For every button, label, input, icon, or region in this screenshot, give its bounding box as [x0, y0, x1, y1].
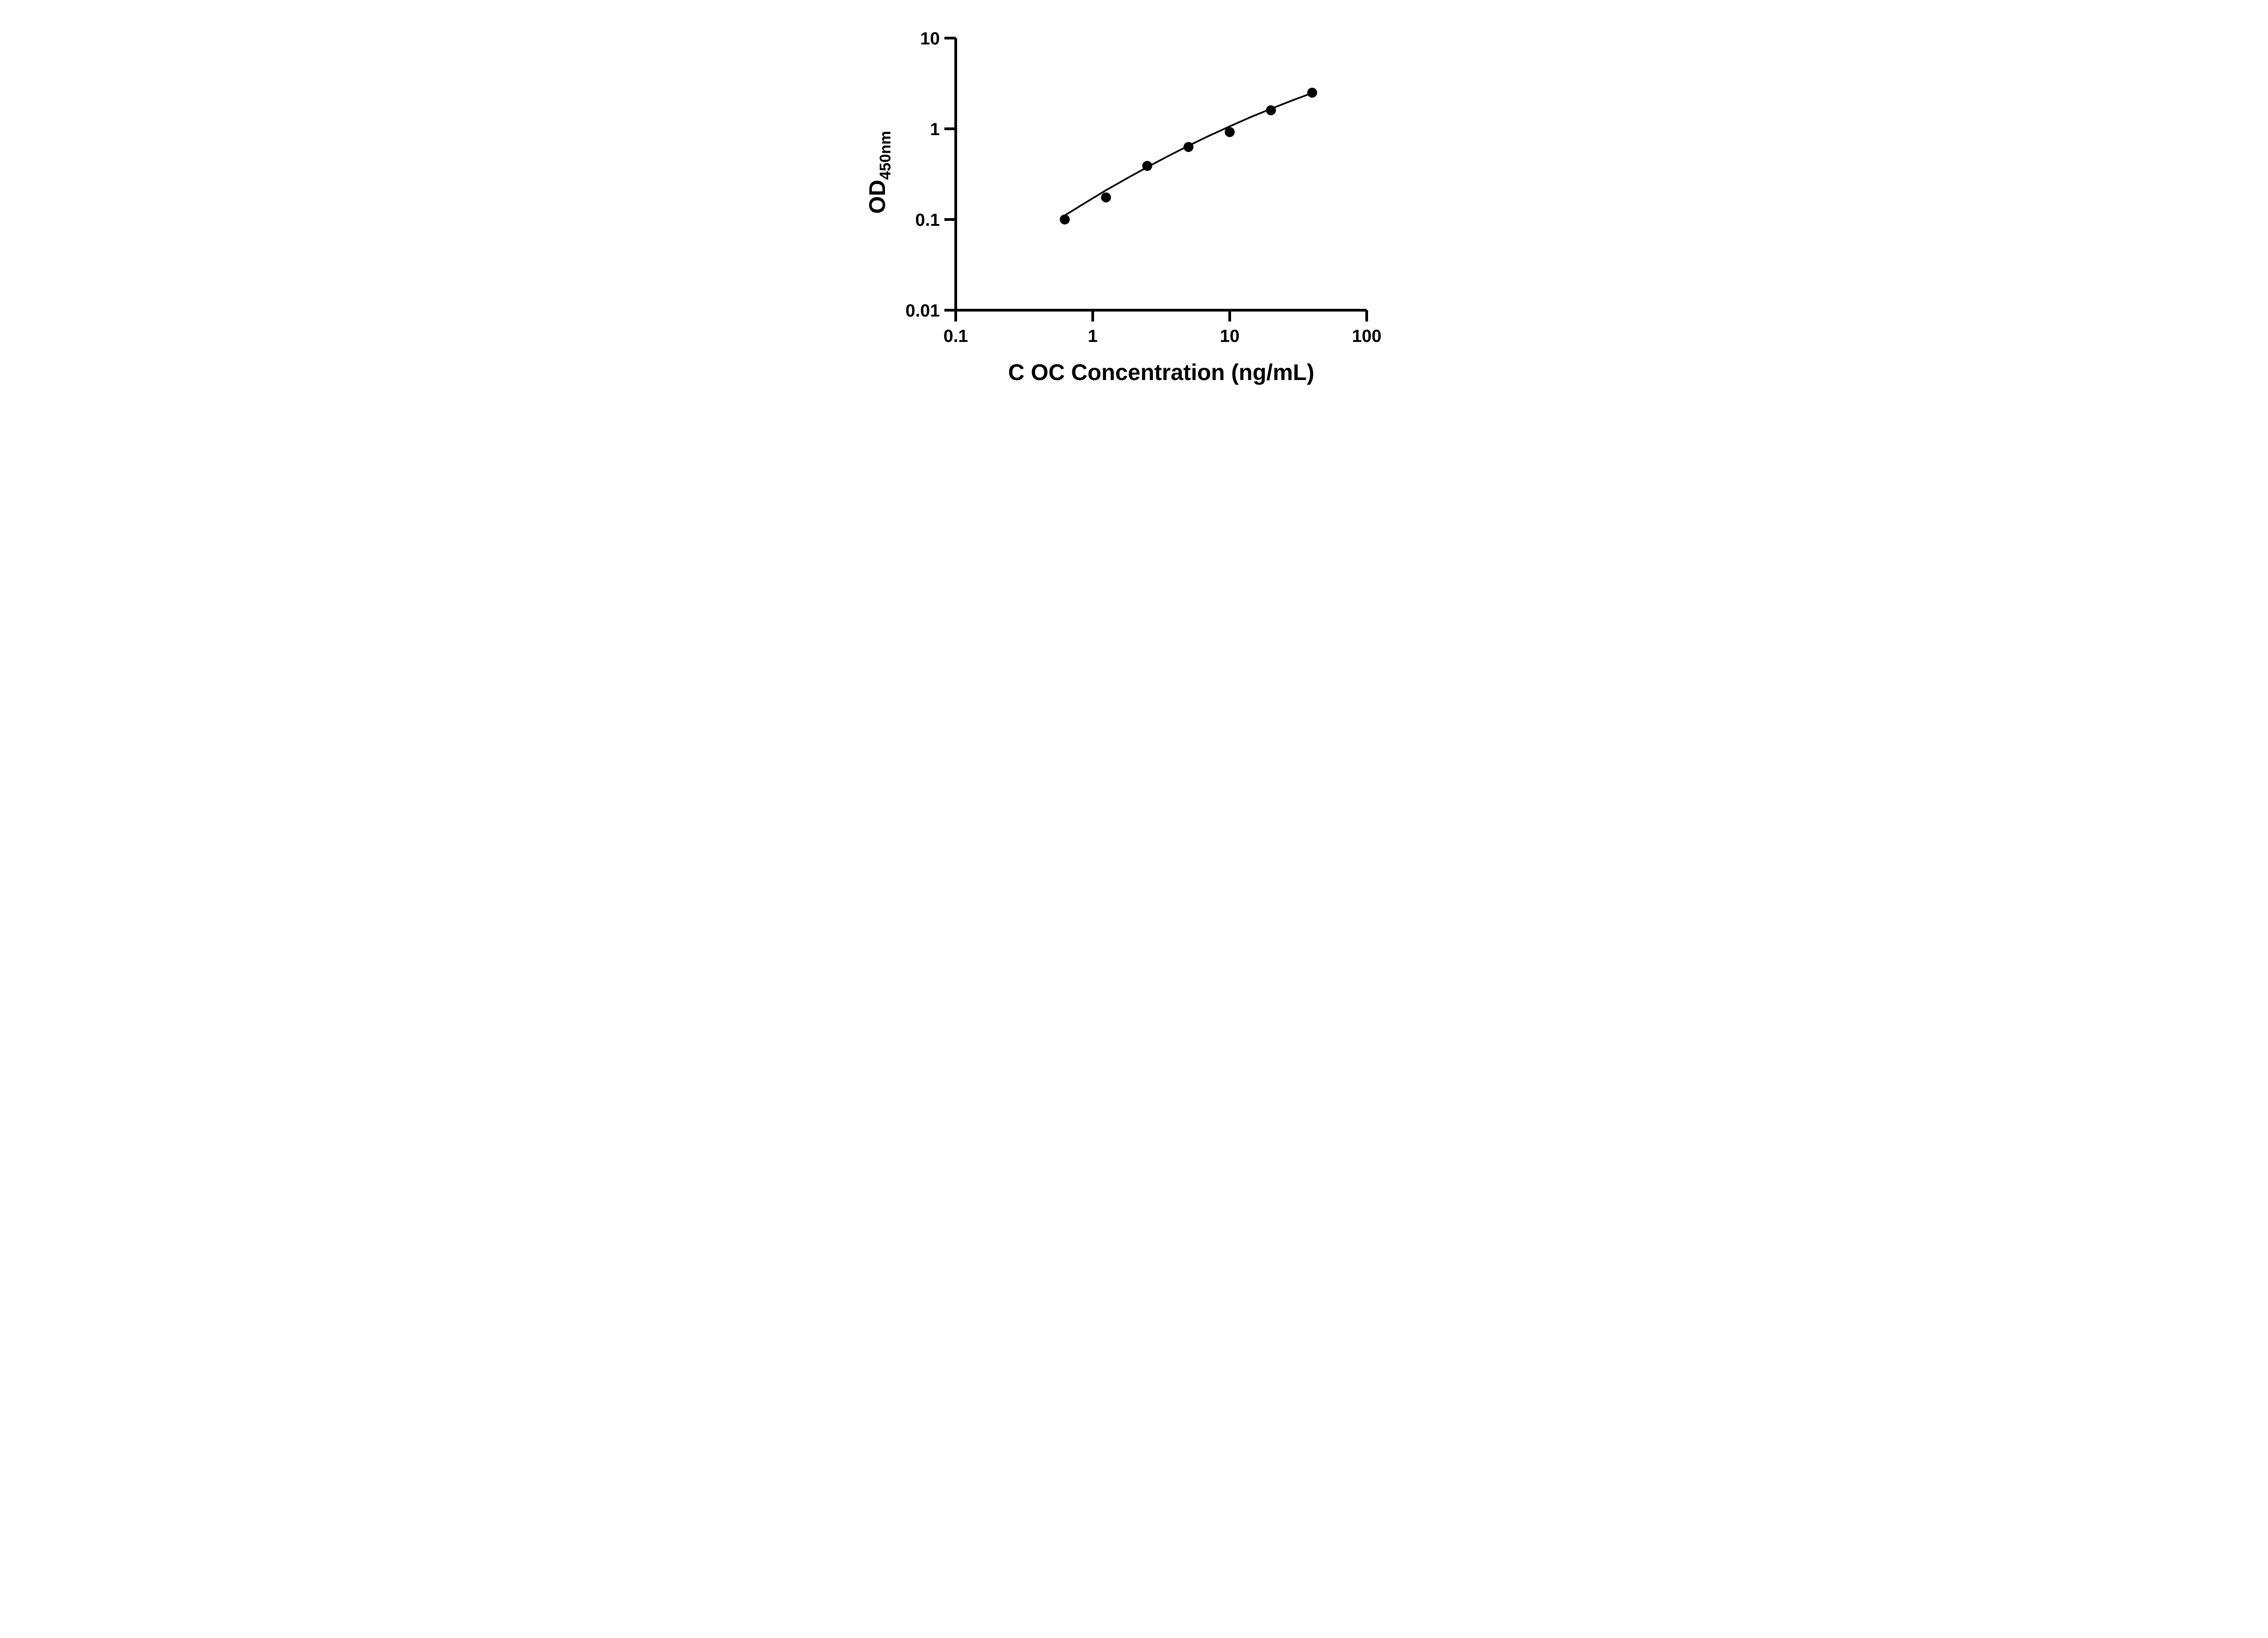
x-tick-label: 100: [1352, 327, 1381, 346]
x-tick-label: 0.1: [943, 327, 968, 346]
y-tick-label: 10: [920, 29, 939, 49]
y-tick-label: 0.01: [905, 301, 940, 321]
data-point: [1183, 142, 1193, 152]
y-axis-title-base: OD: [865, 180, 890, 214]
y-axis-title: OD450nm: [865, 131, 894, 214]
data-point: [1266, 105, 1276, 116]
x-tick-label: 1: [1088, 327, 1098, 346]
data-point: [1059, 214, 1070, 224]
y-tick-label: 1: [930, 120, 940, 139]
y-tick-label: 0.1: [915, 210, 939, 230]
data-points: [1059, 88, 1317, 224]
data-point: [1224, 127, 1235, 137]
elisa-standard-curve-figure: 10 1 0.1 0.01 0.1 1 10 100 C OC Concentration (…: [841, 0, 1427, 410]
x-axis-title: C OC Concentration (ng/mL): [1008, 360, 1314, 385]
axis-frame: [954, 38, 1367, 312]
data-point: [1142, 161, 1152, 171]
data-point: [1307, 88, 1317, 98]
x-tick-label: 10: [1220, 327, 1239, 346]
y-axis-title-subscript: 450nm: [877, 131, 894, 180]
axis-ticks: [944, 37, 1368, 322]
data-point: [1100, 192, 1111, 203]
